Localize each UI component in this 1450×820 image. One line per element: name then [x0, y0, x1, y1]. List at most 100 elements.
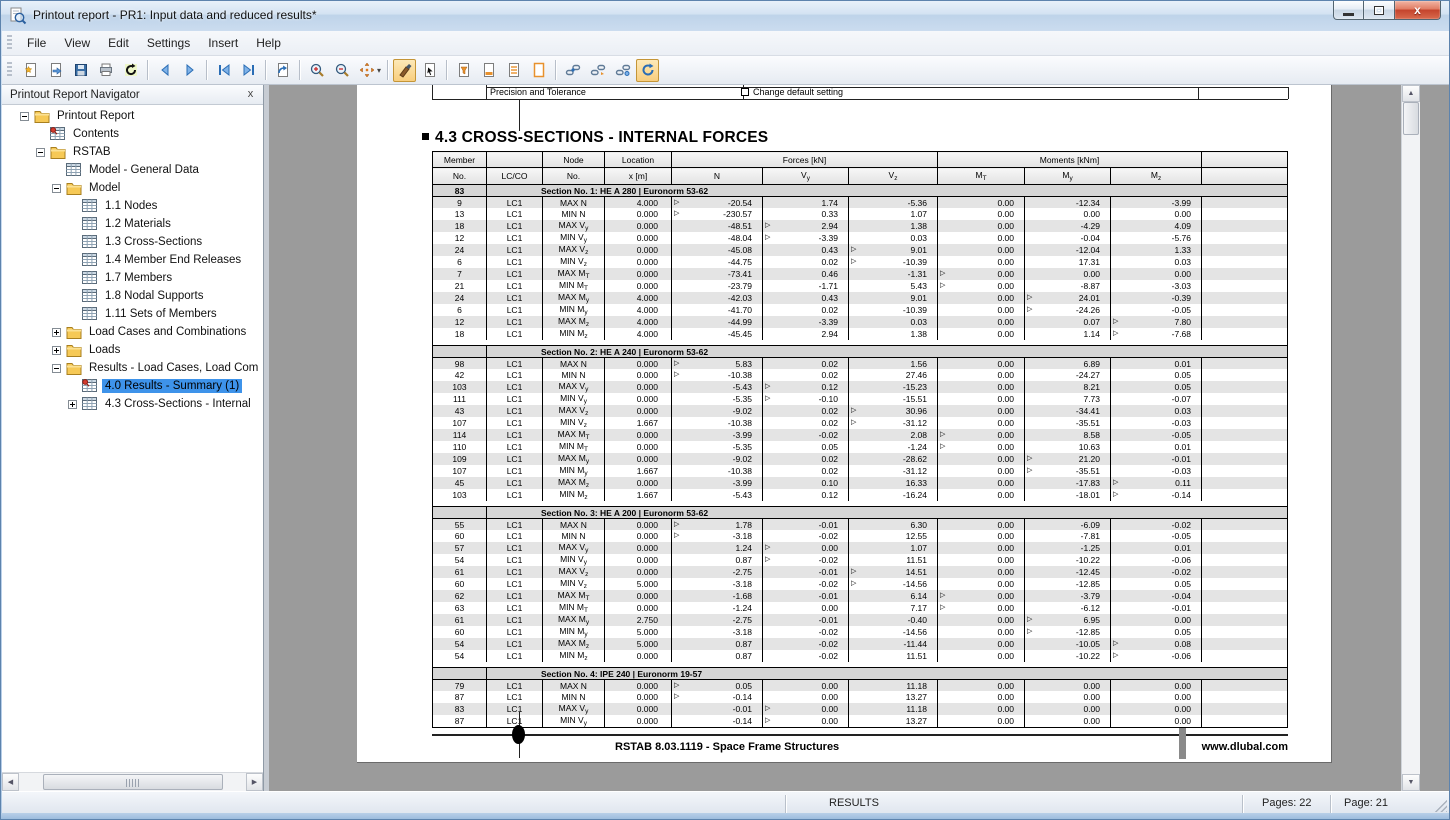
status-current-page: Page: 21 — [1344, 797, 1389, 809]
tree-item-1-8-nodal-supports[interactable]: 1.8 Nodal Supports — [2, 287, 263, 305]
print-button[interactable] — [94, 59, 117, 82]
page-layout-button[interactable] — [502, 59, 525, 82]
edit-mode-button[interactable] — [393, 58, 417, 82]
table-row: 21 LC1 MIN MT 0.000 -23.79 -1.71 5.43 ▷ 0.00 -8.8… — [432, 279, 1288, 292]
scroll-right-icon[interactable]: ▶ — [246, 773, 263, 791]
tree-item-label: 4.3 Cross-Sections - Internal — [105, 398, 251, 410]
zoom-out-button[interactable] — [330, 59, 353, 82]
tree-item-model[interactable]: Model — [2, 179, 263, 197]
expand-icon[interactable] — [52, 345, 61, 355]
table-row: 18 LC1 MIN Mz 4.000 -45.45 2.94 1.38 0.00 1.14 ▷ -… — [432, 327, 1288, 340]
resize-grip[interactable] — [1435, 800, 1447, 812]
table-row: 57 LC1 MAX Vy 0.000 1.24 ▷ 0.00 1.07 0.00 -1.25 0.… — [432, 541, 1288, 554]
last-page-button[interactable] — [237, 59, 260, 82]
open-report-button[interactable] — [44, 59, 67, 82]
table-row: 54 LC1 MAX Mz 5.000 0.87 -0.02 -11.44 0.00 -10.0… — [432, 637, 1288, 650]
tree-item-printout-report[interactable]: Printout Report — [2, 107, 263, 125]
table-row: 60 LC1 MIN My 5.000 -3.18 -0.02 -14.56 0.00 ▷ -12… — [432, 625, 1288, 638]
tree-item-4-3-cross-sections-internal[interactable]: 4.3 Cross-Sections - Internal — [2, 395, 263, 413]
minimize-button[interactable] — [1333, 1, 1364, 20]
tree-item-rstab[interactable]: RSTAB — [2, 143, 263, 161]
table-row: 60 LC1 MIN N 0.000 ▷ -3.18 -0.02 12.55 0.00 -7.81… — [432, 530, 1288, 542]
scroll-up-icon[interactable]: ▲ — [1402, 85, 1420, 102]
table-row: 55 LC1 MAX N 0.000 ▷ 1.78 -0.01 6.30 0.00 -6.09 -0… — [432, 518, 1288, 530]
extreme-marker-icon: ▷ — [674, 532, 680, 539]
table-icon — [82, 199, 98, 213]
extreme-marker-icon: ▷ — [1027, 293, 1033, 301]
tree-item-1-4-member-end-releases[interactable]: 1.4 Member End Releases — [2, 251, 263, 269]
page-blank-icon — [533, 62, 544, 78]
table-row: 9 LC1 MAX N 4.000 ▷ -20.54 1.74 -5.36 0.00 -12.34… — [432, 196, 1288, 208]
extreme-marker-icon: ▷ — [940, 269, 946, 277]
menu-view[interactable]: View — [64, 36, 91, 50]
new-report-button[interactable] — [19, 59, 42, 82]
select-object-button[interactable] — [418, 59, 441, 82]
table-row: 103 LC1 MAX Vy 0.000 -5.43 ▷ 0.12 -15.23 0.00 8.2… — [432, 380, 1288, 393]
save-report-button[interactable] — [69, 59, 92, 82]
tree-item-1-7-members[interactable]: 1.7 Members — [2, 269, 263, 287]
tree-item-label: Printout Report — [57, 110, 135, 122]
folder-icon — [66, 361, 82, 375]
close-button[interactable]: x — [1395, 1, 1441, 20]
tree-item-1-3-cross-sections[interactable]: 1.3 Cross-Sections — [2, 233, 263, 251]
forward-button[interactable] — [178, 59, 201, 82]
menu-insert[interactable]: Insert — [208, 36, 239, 50]
navigator-horizontal-scrollbar[interactable]: ◀ ▶ — [2, 772, 263, 791]
goto-page-button[interactable] — [271, 59, 294, 82]
tree-item-results-load-cases-load-com[interactable]: Results - Load Cases, Load Com — [2, 359, 263, 377]
pan-mode-button[interactable] — [355, 59, 378, 82]
regenerate-report-button[interactable] — [119, 59, 142, 82]
navigator-close-icon[interactable]: x — [247, 88, 254, 100]
tree-item-load-cases-and-combinations[interactable]: Load Cases and Combinations — [2, 323, 263, 341]
link-input-data-button[interactable] — [561, 59, 584, 82]
scrollbar-thumb[interactable] — [43, 774, 223, 790]
extreme-marker-icon: ▷ — [1027, 305, 1033, 313]
col-lcco: LC/CO — [486, 167, 543, 185]
table-header: Member Node Location Forces [kN] Moments [kN… — [432, 151, 1289, 185]
tree-item-4-0-results-summary-1[interactable]: 4.0 Results - Summary (1) — [2, 377, 263, 395]
filter-pages-button[interactable] — [452, 59, 475, 82]
menu-settings[interactable]: Settings — [146, 36, 191, 50]
first-page-button[interactable] — [212, 59, 235, 82]
collapse-icon[interactable] — [36, 147, 45, 157]
col-forces: Forces [kN] — [670, 151, 939, 168]
section-heading: 4.3 CROSS-SECTIONS - INTERNAL FORCES — [422, 129, 768, 147]
panel-splitter[interactable] — [264, 85, 269, 791]
report-vertical-scrollbar[interactable]: ▲ ▼ — [1401, 85, 1420, 791]
table-row: 6 LC1 MIN Vz 0.000 -44.75 0.02 ▷ -10.39 0.00 17.3… — [432, 255, 1288, 268]
scroll-down-icon[interactable]: ▼ — [1402, 774, 1420, 791]
section-member-no — [432, 345, 487, 358]
tree-item-model-general-data[interactable]: Model - General Data — [2, 161, 263, 179]
collapse-icon[interactable] — [52, 183, 61, 193]
footer-program-name: RSTAB 8.03.1119 - Space Frame Structures — [615, 741, 840, 753]
tree-item-1-1-nodes[interactable]: 1.1 Nodes — [2, 197, 263, 215]
menu-edit[interactable]: Edit — [108, 36, 129, 50]
scroll-left-icon[interactable]: ◀ — [2, 773, 19, 791]
tree-item-loads[interactable]: Loads — [2, 341, 263, 359]
expand-icon[interactable] — [68, 399, 77, 409]
tree-item-1-2-materials[interactable]: 1.2 Materials — [2, 215, 263, 233]
tree-item-contents[interactable]: Contents — [2, 125, 263, 143]
collapse-icon[interactable] — [52, 363, 61, 373]
extreme-marker-icon: ▷ — [674, 682, 680, 689]
back-button[interactable] — [153, 59, 176, 82]
link-results-button[interactable] — [586, 59, 609, 82]
blank-page-button[interactable] — [527, 59, 550, 82]
scrollbar-thumb[interactable] — [1403, 102, 1419, 135]
table-icon — [82, 307, 98, 321]
collapse-icon[interactable] — [20, 111, 29, 121]
maximize-button[interactable] — [1364, 1, 1395, 20]
navigator-title: Printout Report Navigator — [10, 88, 140, 101]
table-row: 62 LC1 MAX MT 0.000 -1.68 -0.01 6.14 ▷ 0.00 -3.79… — [432, 589, 1288, 602]
extreme-marker-icon: ▷ — [851, 567, 857, 575]
tree-item-1-11-sets-of-members[interactable]: 1.11 Sets of Members — [2, 305, 263, 323]
extreme-marker-icon: ▷ — [765, 233, 771, 241]
menu-file[interactable]: File — [27, 36, 47, 50]
header-footer-button[interactable] — [477, 59, 500, 82]
sync-report-button[interactable] — [636, 58, 660, 82]
dropdown-caret-icon[interactable]: ▾ — [377, 65, 382, 75]
link-printout-button[interactable] — [611, 59, 634, 82]
zoom-in-button[interactable] — [305, 59, 328, 82]
expand-icon[interactable] — [52, 327, 61, 337]
menu-help[interactable]: Help — [256, 36, 281, 50]
